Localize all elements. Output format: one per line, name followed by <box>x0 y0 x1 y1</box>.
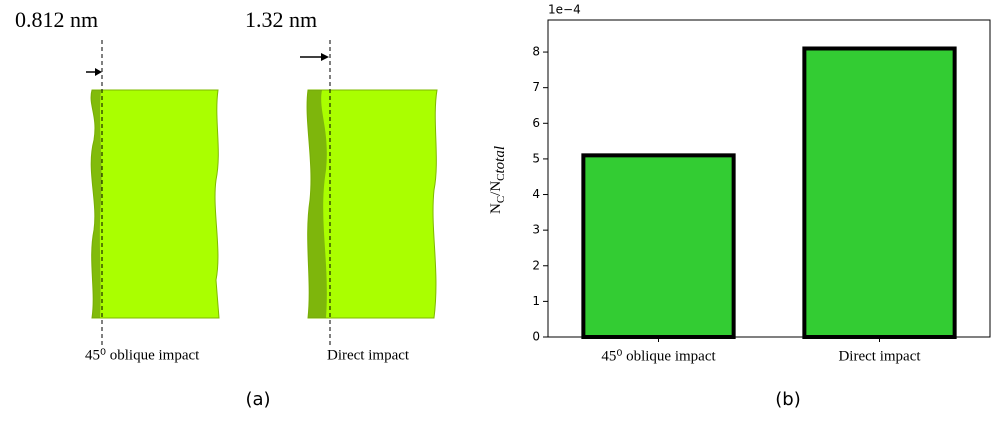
slab-direct <box>306 89 438 319</box>
y-tick-label: 2 <box>532 258 540 272</box>
y-tick-label: 8 <box>532 45 540 59</box>
arrow-head <box>321 53 329 61</box>
y-axis-label: NC/NCtotal <box>488 146 508 214</box>
y-tick-label: 0 <box>532 330 540 344</box>
axes-frame <box>547 19 991 338</box>
measurement: 1.32 nm <box>245 7 317 32</box>
bar <box>581 153 736 339</box>
slab-label: Direct impact <box>327 347 410 363</box>
offset-text: 1e−4 <box>548 3 581 17</box>
slab-label: 45⁰ oblique impact <box>85 347 200 363</box>
panel-caption: (b) <box>775 389 800 410</box>
measurement: 0.812 nm <box>15 7 98 32</box>
x-tick-label: 45⁰ oblique impact <box>601 348 716 364</box>
y-tick-label: 5 <box>532 151 540 165</box>
y-tick-label: 3 <box>532 223 540 237</box>
y-tick-label: 4 <box>532 187 540 201</box>
y-tick-label: 7 <box>532 80 540 94</box>
x-tick-label: Direct impact <box>838 348 921 364</box>
panel-a: 0.812 nm 1.32 nm 45⁰ oblique impact Dire… <box>15 7 438 410</box>
y-label-part: /N <box>488 181 504 196</box>
y-label-part: C <box>495 173 507 180</box>
slab-oblique-edge <box>91 90 102 318</box>
arrow-head <box>95 68 102 76</box>
bar <box>802 46 957 339</box>
slab-oblique <box>90 89 220 319</box>
panel-caption: (a) <box>245 389 270 410</box>
y-tick-label: 1 <box>532 294 540 308</box>
y-label-part: total <box>492 146 508 174</box>
y-tick-label: 6 <box>532 116 540 130</box>
y-label-part: C <box>495 196 507 203</box>
slab-direct-edge <box>307 90 327 318</box>
y-label-part: N <box>488 203 504 214</box>
